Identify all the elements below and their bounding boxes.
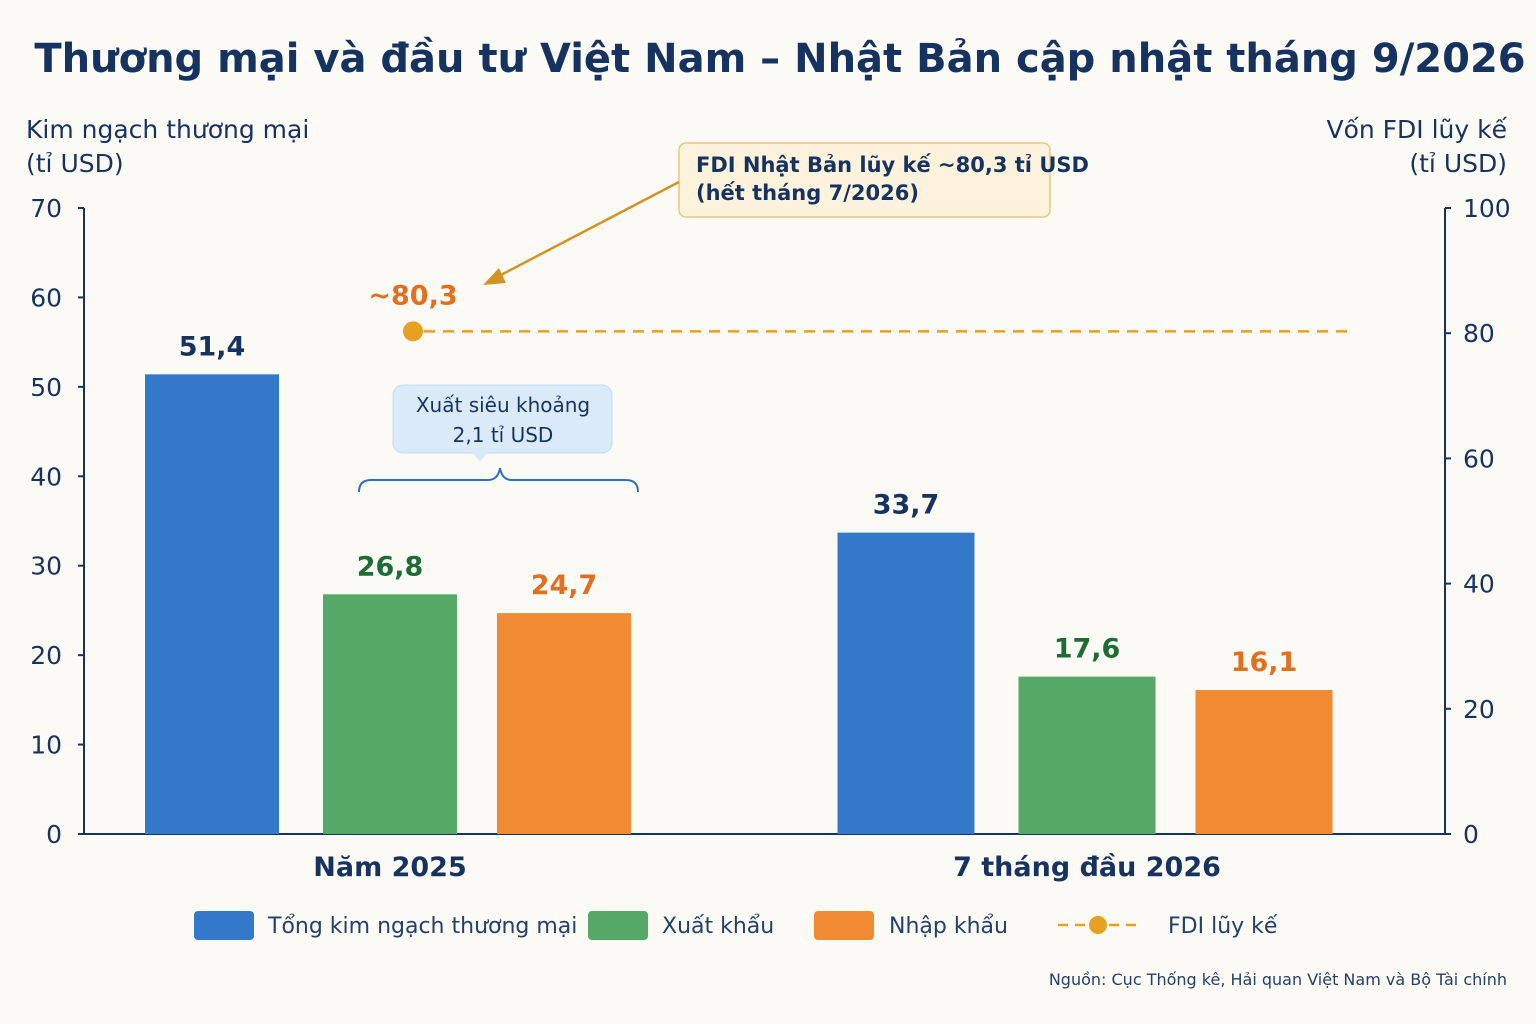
bar-value-label: 16,1 (1231, 647, 1298, 678)
bar-export (323, 594, 457, 834)
bar-import (1195, 690, 1333, 834)
source-note: Nguồn: Cục Thống kê, Hải quan Việt Nam v… (1049, 970, 1507, 989)
y-tick-label: 70 (30, 194, 62, 223)
y-tick-label: 60 (30, 283, 62, 312)
bar-total (145, 374, 279, 834)
y2-axis-ticks: 0 20 40 60 80 100 (1445, 194, 1511, 849)
surplus-note-pointer (472, 452, 488, 462)
bar-value-label: 33,7 (873, 490, 940, 521)
surplus-note-line-2: 2,1 tỉ USD (453, 423, 554, 447)
legend-label: FDI lũy kế (1168, 914, 1278, 939)
y-tick-label: 10 (30, 731, 62, 760)
surplus-annotation: Xuất siêu khoảng 2,1 tỉ USD (358, 384, 639, 493)
bar-labels: 51,4 26,8 24,7 33,7 17,6 16,1 (179, 331, 1298, 678)
surplus-note-box (392, 384, 613, 454)
y2-axis-title-line-2: (tỉ USD) (1409, 149, 1507, 178)
bar-value-label: 26,8 (357, 551, 424, 582)
bar-value-label: 24,7 (531, 570, 598, 601)
bar-value-label: 17,6 (1054, 634, 1121, 665)
bar-import (497, 613, 631, 834)
y2-tick-label: 0 (1463, 820, 1479, 849)
legend-swatch (588, 911, 648, 940)
y-tick-label: 50 (30, 373, 62, 402)
fdi-point (403, 321, 423, 342)
legend-label: Tổng kim ngạch thương mại (267, 914, 577, 939)
y2-axis-title-line-1: Vốn FDI lũy kế (1326, 115, 1507, 144)
y-tick-label: 20 (30, 641, 62, 670)
legend-label: Xuất khẩu (662, 914, 774, 939)
bar-value-label: 51,4 (179, 331, 246, 362)
legend-swatch (194, 911, 254, 940)
y-axis-ticks: 0 10 20 30 40 50 60 70 (30, 194, 84, 849)
category-labels: Năm 2025 7 tháng đầu 2026 (313, 852, 1221, 883)
bar-total (837, 532, 975, 834)
legend-label: Nhập khẩu (889, 914, 1008, 939)
y-tick-label: 40 (30, 462, 62, 491)
y2-tick-label: 80 (1463, 319, 1495, 348)
y2-tick-label: 60 (1463, 444, 1495, 473)
y-tick-label: 0 (46, 820, 62, 849)
y-axis-title-line-1: Kim ngạch thương mại (26, 115, 309, 144)
legend-fdi-marker (1089, 916, 1107, 934)
fdi-annotation: FDI Nhật Bản lũy kế ~80,3 tỉ USD (hết th… (483, 142, 1089, 285)
bar-export (1018, 676, 1156, 834)
category-label: Năm 2025 (313, 852, 467, 883)
y2-tick-label: 20 (1463, 695, 1495, 724)
fdi-note-box (678, 142, 1051, 218)
surplus-note-line-1: Xuất siêu khoảng (416, 393, 590, 417)
fdi-value-label: ~80,3 (368, 280, 457, 311)
y2-tick-label: 40 (1463, 570, 1495, 599)
legend: Tổng kim ngạch thương mại Xuất khẩu Nhập k… (194, 911, 1278, 940)
category-label: 7 tháng đầu 2026 (953, 852, 1221, 883)
fdi-series: ~80,3 (368, 280, 1352, 342)
fdi-note-line-1: FDI Nhật Bản lũy kế ~80,3 tỉ USD (696, 153, 1089, 177)
legend-swatch (814, 911, 874, 940)
fdi-note-arrowhead (483, 268, 506, 285)
fdi-note-arrow (496, 180, 680, 279)
y-axis-title-line-2: (tỉ USD) (26, 149, 124, 178)
y-tick-label: 30 (30, 552, 62, 581)
fdi-note-line-2: (hết tháng 7/2026) (696, 181, 919, 205)
chart-title: Thương mại và đầu tư Việt Nam – Nhật Bản… (34, 36, 1525, 82)
surplus-brace (358, 467, 639, 493)
y2-tick-label: 100 (1463, 194, 1511, 223)
bars (145, 374, 1333, 834)
